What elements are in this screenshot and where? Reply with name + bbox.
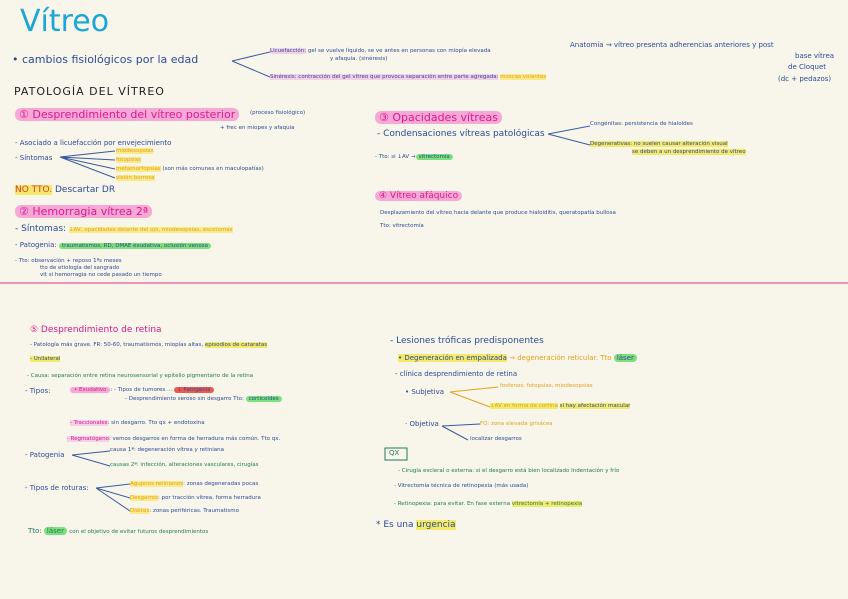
subjetiva: • Subjetiva (405, 388, 445, 396)
qx1: - Cirugía escleral o externa: si el desg… (398, 468, 620, 474)
s3-degenerativas: : no suelen causar alteración visual (630, 141, 728, 147)
s5-patogenia: - Patogenia (25, 451, 65, 459)
s5-exudativo2-hl: corticoides (245, 396, 282, 402)
s5-roturas: - Tipos de roturas: (25, 484, 89, 492)
s3-tto-hl: vitrectomía (415, 154, 453, 160)
s1-note2: + frec en miopes y afaquia (220, 125, 295, 131)
s2-sintomas: ↓AV, opacidades delante del ojo, miodeso… (68, 227, 233, 233)
s5-patologia-hl: episodios de cataratas (204, 342, 268, 348)
licuefaccion-label: Licuefacción: (270, 48, 307, 54)
clinica: - clínica desprendimiento de retina (395, 370, 518, 378)
s2-patogenia-label: - Patogenia: (15, 241, 57, 249)
s2-title: ② Hemorragia vítrea 2ª (15, 205, 153, 218)
subj2b: si hay afectación macular (559, 403, 631, 409)
s5-traccionales: - Traccionales (70, 420, 108, 426)
s5-exudativo: • Exudativo (70, 387, 111, 393)
s2-tto2: tto de etiología del sangrado (40, 265, 120, 271)
anatomia-cloquet: de Cloquet (788, 63, 827, 71)
s2-sintomas-label: - Síntomas: (15, 224, 67, 234)
qx3-hl: vitrectomía + retinopexia (511, 501, 583, 507)
obj1: FO: zona elevada grisácea (480, 421, 553, 427)
s5-desgarros: : por tracción vítrea, forma herradura (157, 495, 261, 501)
degeneracion-empalizada: • Degeneración en empalizada (398, 354, 507, 362)
s1-item: visión borrosa (116, 175, 155, 181)
s3-congenitas: Congénitas: persistencia de hialoides (590, 121, 693, 127)
s2-tto-label: - Tto: (15, 258, 30, 264)
s5-causa1: causa 1ª: degeneración vítrea y retinian… (110, 447, 224, 453)
s3-tto: - Tto: si ↓AV → (375, 154, 416, 160)
s1-item: metamorfopsias (116, 166, 161, 172)
s5-causa2: causas 2ª: infección, alteraciones vascu… (110, 462, 259, 468)
s5-dialisis: : zonas periféricas. Traumatismo (149, 508, 239, 514)
s4-title: ④ Vítreo afáquico (375, 191, 463, 201)
degeneracion-hl: láser (613, 354, 637, 362)
s3-condensaciones: - Condensaciones vítreas patológicas (377, 129, 545, 139)
s5-agujeros: : zonas degeneradas pocas (183, 481, 259, 487)
s1-items-note: (son más comunes en maculopatías) (162, 166, 264, 172)
s5-tto: con el objetivo de evitar futuros despre… (69, 529, 209, 535)
s2-tto3: vit si hemorragia no cede pasado un tiem… (40, 272, 162, 278)
descartar-dr: Descartar DR (54, 185, 116, 195)
s5-exudativo-tag: ↓ Patogenia (174, 387, 214, 393)
page-title: Vítreo (20, 4, 110, 39)
objetiva: · Objetiva (405, 420, 439, 428)
s3-title: ③ Opacidades vítreas (375, 111, 502, 124)
s1-item: fotopsias (116, 157, 141, 163)
s5-unilateral: - Unilateral (30, 356, 61, 362)
subj2: ↓AV en forma de cortina (490, 403, 558, 409)
s5-regmatogeno-text: : vemos desgarros en forma de herradura … (108, 436, 281, 442)
s5-regmatogeno: · Regmatógeno (67, 436, 109, 442)
cambios-fisiologicos: • cambios fisiológicos por la edad (12, 53, 199, 66)
anatomia: Anatomía → vítreo presenta adherencias a… (570, 41, 774, 49)
s5-tipos: - Tipos: (25, 387, 51, 395)
s1-title: ① Desprendimiento del vítreo posterior (15, 108, 240, 121)
s2-patogenia: traumatismos, RD, DMAE exudativa, oclusi… (59, 243, 211, 249)
s1-note: (proceso fisiológico) (250, 110, 306, 116)
sineresis-label: Sinéresis (270, 74, 295, 80)
anatomia-note: (dc + pedazos) (778, 75, 832, 83)
s5-desgarros-label: Desgarros (130, 495, 158, 501)
no-tto: NO TTO. (15, 185, 53, 195)
anatomia-base: base vítrea (795, 52, 835, 60)
s1-asociado: - Asociado a licuefacción por envejecimi… (15, 139, 172, 147)
s5-dialisis-label: Diálisis (130, 508, 150, 514)
s2-tto1: observación + reposo 1ºs meses (31, 258, 122, 264)
s1-item: miodesopsias (116, 148, 154, 154)
obj2: localizar desgarros (470, 436, 522, 442)
licuefaccion-text2: y afaquia. (sinéresis) (330, 56, 388, 62)
s3-degenerativas-label: Degenerativas (590, 141, 631, 147)
subj1: fosfenos, fotopsias, miodesopsias (500, 383, 593, 389)
s5-agujeros-label: Agujeros retinianos (130, 481, 184, 487)
section-heading: PATOLOGÍA DEL VÍTREO (14, 85, 165, 98)
sineresis-tag: moscas volantes (500, 74, 547, 80)
s5-exudativo2: - Desprendimiento seroso sin desgarro Tt… (125, 396, 244, 402)
s3-degenerativas2: se deben a un desprendimiento de vítreo (632, 149, 746, 155)
degeneracion-reticular: → degeneración reticular. Tto (509, 354, 612, 362)
qx3: - Retinopexia: para evitar. En fase exte… (394, 501, 511, 507)
s5-tto-hl: láser (43, 527, 67, 535)
qx2: - Vitrectomía técnica de retinopexia (má… (394, 483, 529, 489)
lesiones-troficas: - Lesiones tróficas predisponentes (390, 336, 544, 346)
s1-sintomas: - Síntomas (15, 154, 53, 162)
urgencia: * Es una (376, 520, 414, 530)
s5-tto-label: Tto: (28, 527, 42, 535)
s5-traccionales-text: : sin desgarro. Tto qx + endotoxina (107, 420, 205, 426)
s5-causa: - Causa: separación entre retina neurose… (27, 373, 254, 379)
s4-tto: Tto: vitrectomía (380, 223, 424, 229)
licuefaccion-text: gel se vuelve líquido, se ve antes en pe… (307, 48, 491, 54)
qx-label: QX (389, 449, 400, 457)
s4-text: Desplazamiento del vítreo hacia delante … (380, 210, 616, 216)
urgencia-hl: urgencia (416, 520, 456, 530)
s5-patologia: - Patología más grave. FR: 50-60, trauma… (30, 342, 204, 348)
s5-exudativo1: : - Tipos de tumores ... (110, 387, 173, 393)
sineresis-text: : contracción del gel vítreo que provoca… (294, 74, 499, 80)
s5-title: ⑤ Desprendimiento de retina (30, 325, 162, 335)
